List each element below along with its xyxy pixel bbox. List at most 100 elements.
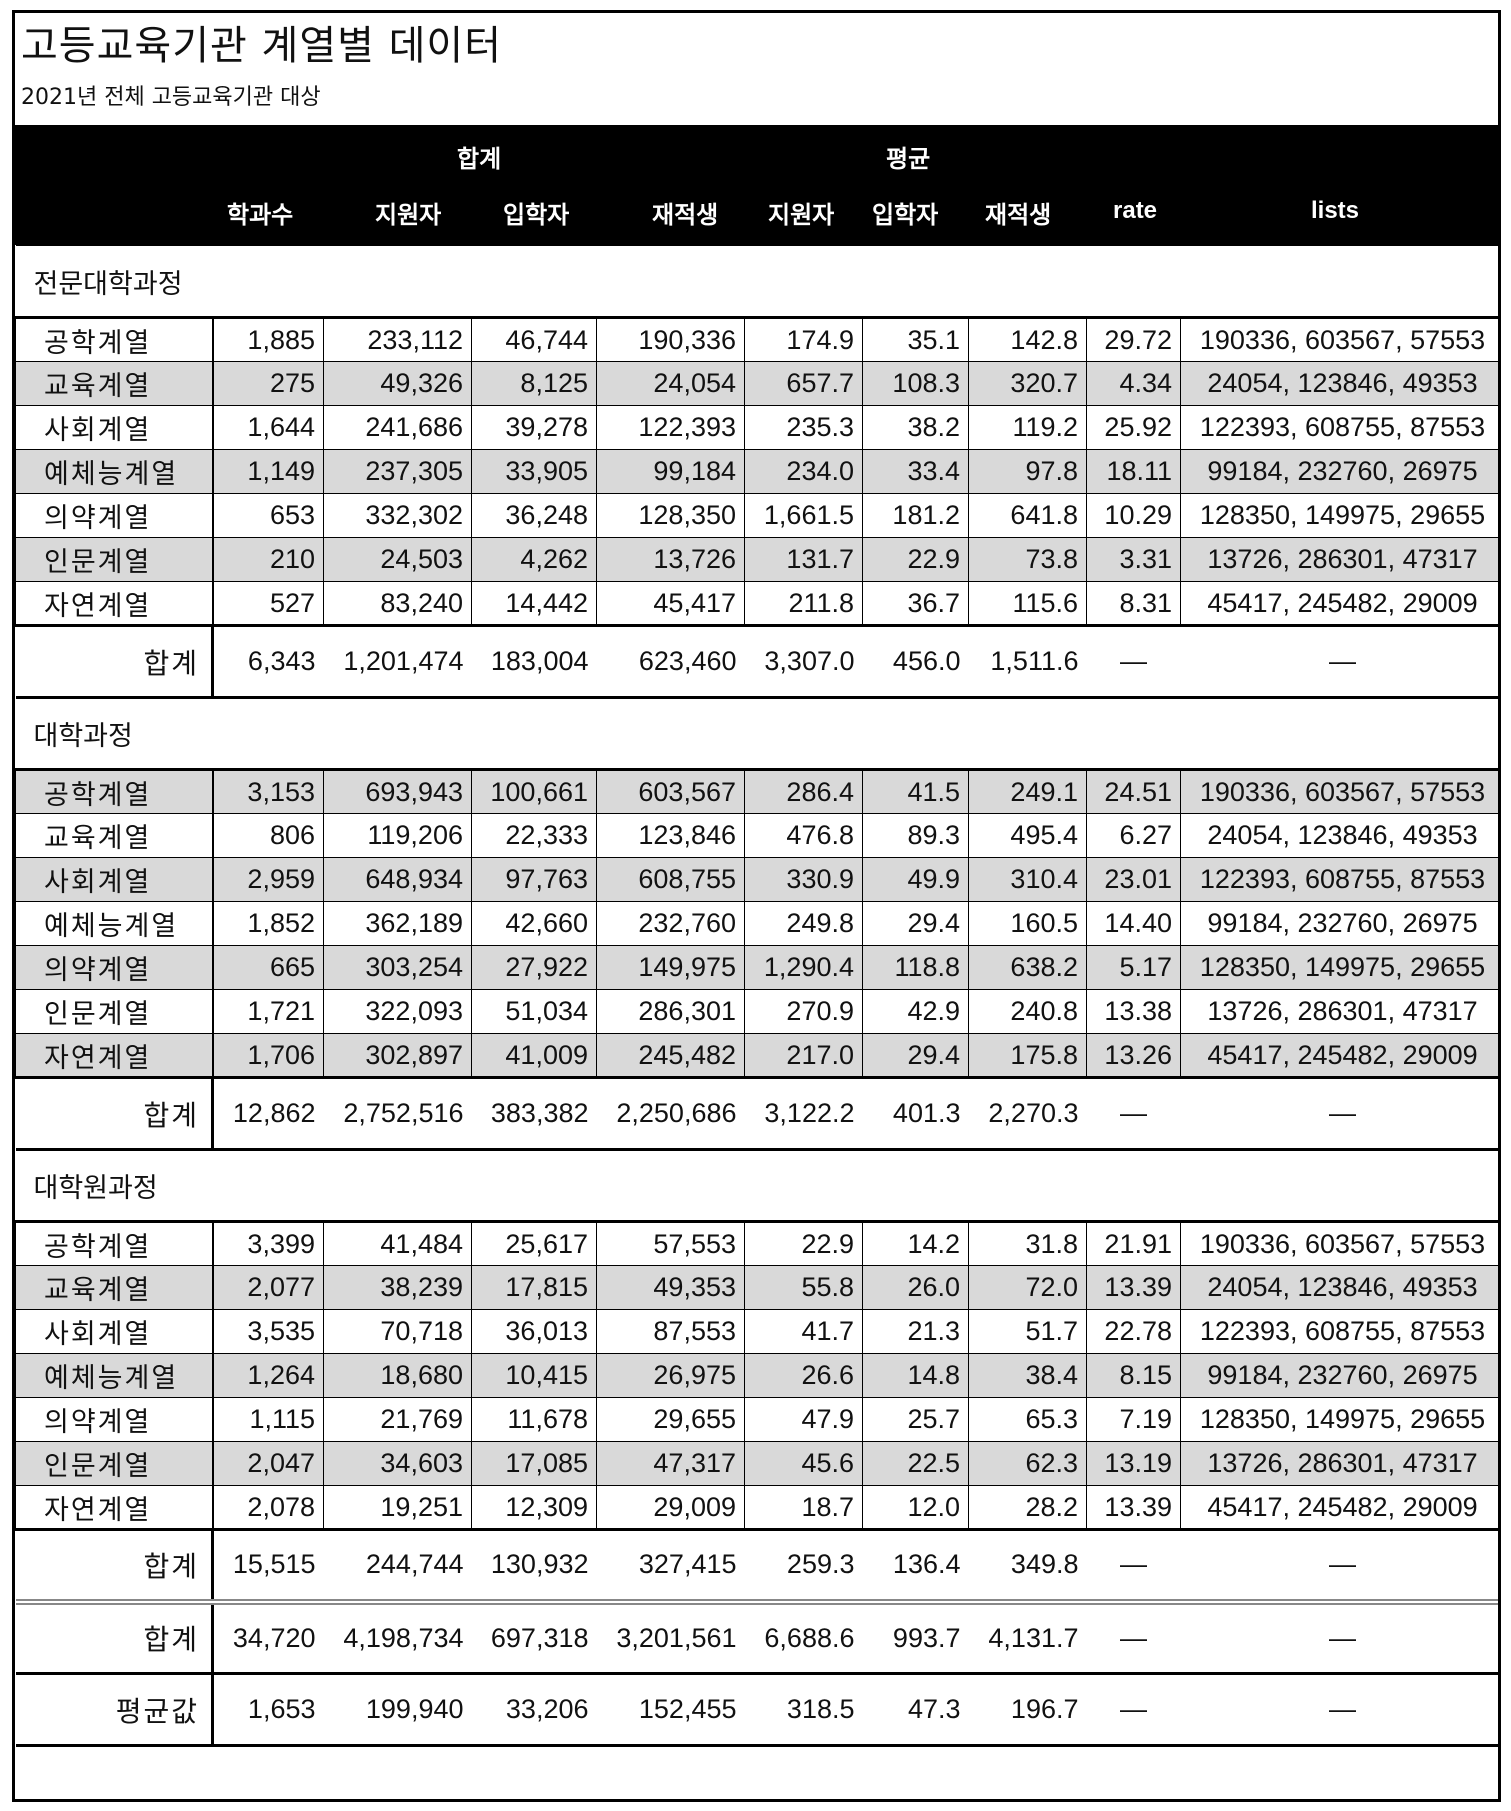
header-col-rate: rate	[1113, 197, 1158, 224]
lists-cell: 122393, 608755, 87553	[1179, 405, 1498, 450]
table-header: 합계 평균 학과수 지원자 입학자 재적생 지원자 입학자 재적생 rate l…	[15, 125, 1498, 245]
table-row: 공학계열 3,153 693,943 100,661 603,567 286.4 41.5 2…	[15, 769, 1498, 814]
value-cell: 22,333	[471, 813, 597, 858]
value-cell: 240.8	[968, 989, 1087, 1034]
value-cell: 456.0	[862, 624, 969, 699]
row-label: 예체능계열	[15, 901, 214, 946]
rate-cell: 22.78	[1086, 1309, 1181, 1354]
table-row: 의약계열 653 332,302 36,248 128,350 1,661.5 181.2 6…	[15, 493, 1498, 538]
value-cell: 332,302	[323, 493, 472, 538]
value-cell: 123,846	[596, 813, 745, 858]
value-cell: 99,184	[596, 449, 745, 494]
value-cell: 26.6	[744, 1353, 863, 1398]
table-row: 자연계열 1,706 302,897 41,009 245,482 217.0 29.4 17…	[15, 1033, 1498, 1078]
row-label: 합계	[15, 624, 214, 699]
value-cell: 26,975	[596, 1353, 745, 1398]
value-cell: 693,943	[323, 769, 472, 814]
lists-cell: 13726, 286301, 47317	[1179, 537, 1498, 582]
header-col-enrolled-avg: 재적생	[985, 201, 1052, 229]
rate-cell: 3.31	[1086, 537, 1181, 582]
value-cell: 3,122.2	[744, 1076, 863, 1151]
table-row: 교육계열 275 49,326 8,125 24,054 657.7 108.3 320.7 4…	[15, 361, 1498, 406]
table-row: 사회계열 1,644 241,686 39,278 122,393 235.3 38.2 11…	[15, 405, 1498, 450]
data-table: 전문대학과정 공학계열 1,885 233,112 46,744 190,336 174.9…	[15, 245, 1498, 1747]
rate-cell: 4.34	[1086, 361, 1181, 406]
value-cell: 47,317	[596, 1441, 745, 1486]
value-cell: 3,153	[212, 769, 324, 814]
value-cell: 26.0	[862, 1265, 969, 1310]
value-cell: 1,885	[212, 317, 324, 362]
rate-cell: 13.26	[1086, 1033, 1181, 1078]
value-cell: 119,206	[323, 813, 472, 858]
value-cell: 199,940	[323, 1672, 472, 1747]
value-cell: 362,189	[323, 901, 472, 946]
table-row: 교육계열 806 119,206 22,333 123,846 476.8 89.3 495.…	[15, 813, 1498, 858]
value-cell: 27,922	[471, 945, 597, 990]
header-col-applicants-avg: 지원자	[768, 201, 835, 229]
value-cell: 648,934	[323, 857, 472, 902]
total-row: 합계 6,343 1,201,474 183,004 623,460 3,307.0 456…	[15, 624, 1498, 699]
value-cell: 286,301	[596, 989, 745, 1034]
row-label: 교육계열	[15, 361, 214, 406]
rate-cell: 8.31	[1086, 581, 1181, 626]
lists-cell: —	[1180, 1598, 1498, 1675]
value-cell: 249.8	[744, 901, 863, 946]
lists-cell: 13726, 286301, 47317	[1179, 1441, 1498, 1486]
value-cell: 1,644	[212, 405, 324, 450]
table-row: 의약계열 665 303,254 27,922 149,975 1,290.4 118.8 6…	[15, 945, 1498, 990]
row-label: 공학계열	[15, 769, 214, 814]
table-row: 자연계열 527 83,240 14,442 45,417 211.8 36.7 115.6 8…	[15, 581, 1498, 626]
value-cell: 4,262	[471, 537, 597, 582]
value-cell: 41,009	[471, 1033, 597, 1078]
row-label: 자연계열	[15, 581, 214, 626]
page-title: 고등교육기관 계열별 데이터	[21, 23, 503, 69]
row-label: 의약계열	[15, 945, 214, 990]
value-cell: 34,603	[323, 1441, 472, 1486]
value-cell: 327,415	[596, 1528, 745, 1603]
value-cell: 175.8	[968, 1033, 1087, 1078]
value-cell: 1,264	[212, 1353, 324, 1398]
rate-cell: 13.39	[1086, 1265, 1181, 1310]
value-cell: 21.3	[862, 1309, 969, 1354]
row-label: 교육계열	[15, 813, 214, 858]
row-label: 인문계열	[15, 1441, 214, 1486]
value-cell: 160.5	[968, 901, 1087, 946]
value-cell: 36,013	[471, 1309, 597, 1354]
value-cell: 310.4	[968, 857, 1087, 902]
value-cell: 33,206	[471, 1672, 597, 1747]
table-row: 사회계열 2,959 648,934 97,763 608,755 330.9 49.9 31…	[15, 857, 1498, 902]
lists-cell: 45417, 245482, 29009	[1179, 1485, 1498, 1530]
value-cell: 303,254	[323, 945, 472, 990]
row-label: 자연계열	[15, 1485, 214, 1530]
rate-cell: 29.72	[1086, 317, 1181, 362]
value-cell: 1,115	[212, 1397, 324, 1442]
lists-cell: 45417, 245482, 29009	[1179, 1033, 1498, 1078]
table-row: 공학계열 3,399 41,484 25,617 57,553 22.9 14.2 31.8 2…	[15, 1221, 1498, 1266]
rate-cell: 13.38	[1086, 989, 1181, 1034]
value-cell: 142.8	[968, 317, 1087, 362]
value-cell: 35.1	[862, 317, 969, 362]
value-cell: 45,417	[596, 581, 745, 626]
value-cell: 70,718	[323, 1309, 472, 1354]
lists-cell: —	[1180, 624, 1498, 699]
row-label: 인문계열	[15, 989, 214, 1034]
value-cell: 100,661	[471, 769, 597, 814]
table-row: 사회계열 3,535 70,718 36,013 87,553 41.7 21.3 51.7 2…	[15, 1309, 1498, 1354]
value-cell: 4,131.7	[968, 1598, 1087, 1675]
value-cell: 136.4	[862, 1528, 969, 1603]
value-cell: 234.0	[744, 449, 863, 494]
value-cell: 73.8	[968, 537, 1087, 582]
lists-cell: —	[1180, 1672, 1498, 1747]
value-cell: 697,318	[471, 1598, 597, 1675]
value-cell: 3,399	[212, 1221, 324, 1266]
lists-cell: 13726, 286301, 47317	[1179, 989, 1498, 1034]
value-cell: 22.5	[862, 1441, 969, 1486]
header-col-enrolled-sum: 재적생	[652, 201, 719, 229]
value-cell: 6,688.6	[744, 1598, 863, 1675]
lists-cell: 190336, 603567, 57553	[1179, 1221, 1498, 1266]
value-cell: 2,047	[212, 1441, 324, 1486]
value-cell: 349.8	[968, 1528, 1087, 1603]
value-cell: 118.8	[862, 945, 969, 990]
value-cell: 14.8	[862, 1353, 969, 1398]
value-cell: 128,350	[596, 493, 745, 538]
